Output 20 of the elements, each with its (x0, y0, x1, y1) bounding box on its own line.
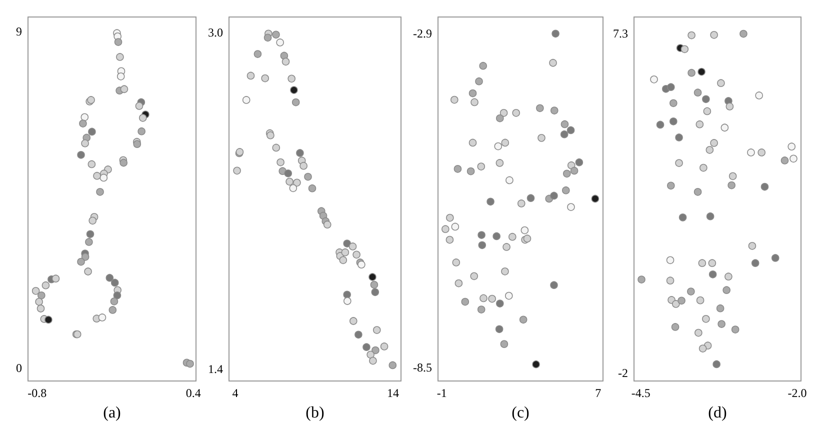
y-tick-label: 9 (16, 24, 22, 39)
y-tick-label: -2 (618, 366, 628, 380)
x-tick-label: -4.5 (631, 386, 650, 400)
x-tick-label: 7 (595, 386, 602, 400)
x-tick-label: 4 (232, 386, 238, 400)
y-tick-label: 7.3 (613, 26, 628, 40)
y-tick-label: 1.4 (208, 362, 223, 376)
x-axis-title: (a) (103, 404, 121, 422)
x-tick-label: -1 (436, 386, 447, 400)
x-tick-label: -2.0 (788, 386, 807, 400)
y-tick-label: 3.0 (208, 25, 223, 40)
y-tick-label: -8.5 (412, 360, 432, 374)
y-tick-label: 0 (16, 360, 22, 375)
x-tick-label: -0.8 (28, 386, 47, 400)
x-tick-label: 0.4 (186, 386, 201, 400)
x-tick-label: 14 (386, 386, 399, 400)
x-axis-title: (d) (708, 404, 727, 422)
x-axis-title: (b) (306, 404, 324, 422)
x-axis-title: (c) (512, 404, 530, 422)
y-tick-label: -2.9 (412, 26, 432, 41)
